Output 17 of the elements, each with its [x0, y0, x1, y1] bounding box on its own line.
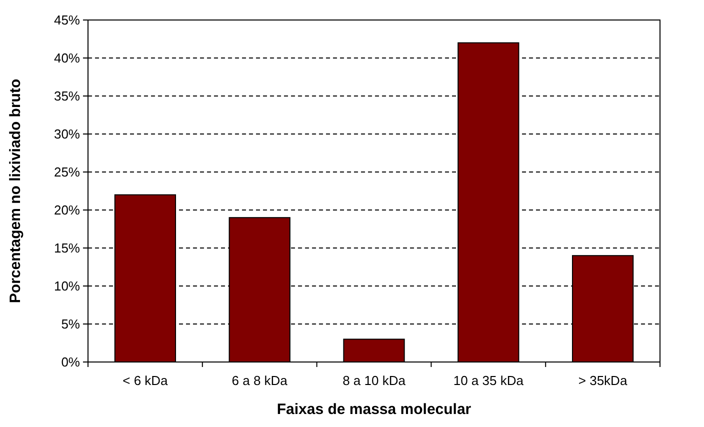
y-tick-label: 10% — [54, 278, 80, 294]
y-tick-label: 5% — [61, 316, 80, 332]
y-tick-label: 35% — [54, 88, 80, 104]
y-tick-label: 20% — [54, 202, 80, 218]
x-tick-label: 8 a 10 kDa — [342, 373, 406, 388]
y-tick-label: 0% — [61, 354, 80, 370]
y-tick-label: 25% — [54, 164, 80, 180]
x-tick-label: > 35kDa — [578, 373, 628, 388]
y-tick-label: 45% — [54, 12, 80, 28]
y-tick-label: 40% — [54, 50, 80, 66]
x-tick-label: < 6 kDa — [122, 373, 169, 388]
y-tick-label: 30% — [54, 126, 80, 142]
x-tick-label: 10 a 35 kDa — [453, 373, 524, 388]
y-tick-label: 15% — [54, 240, 80, 256]
x-tick-label: 6 a 8 kDa — [232, 373, 288, 388]
y-axis-title: Porcentagem no lixiviado bruto — [7, 78, 24, 304]
x-axis-title: Faixas de massa molecular — [276, 401, 472, 418]
